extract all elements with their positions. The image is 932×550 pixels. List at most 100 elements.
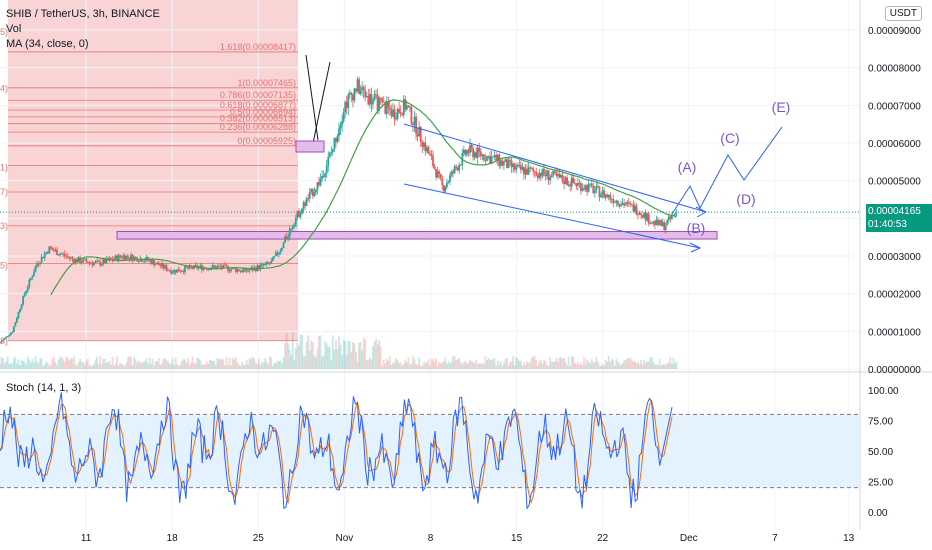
volume-bar: [237, 364, 240, 369]
channel-lower-arrowhead: [689, 242, 702, 253]
candle-body: [42, 256, 45, 259]
price-tick-label: 0.00000000: [868, 365, 921, 376]
candle-body: [261, 263, 263, 265]
volume-bar: [667, 362, 670, 369]
candle-body: [600, 194, 602, 198]
volume-bar: [482, 363, 485, 369]
candle-body: [627, 201, 630, 203]
candle-body: [219, 265, 222, 267]
candle-body: [279, 250, 282, 253]
volume-bar: [331, 335, 334, 369]
price-tick-label: 0.00001000: [868, 327, 921, 338]
volume-bar: [353, 343, 356, 369]
candle-body: [69, 257, 72, 259]
volume-bar: [301, 334, 303, 369]
volume-bar: [103, 358, 106, 369]
volume-bar: [182, 359, 185, 369]
volume-bar: [507, 365, 510, 369]
volume-bar: [424, 361, 427, 369]
candle-body: [610, 199, 613, 200]
candle-body: [310, 188, 313, 193]
volume-bar: [239, 365, 242, 369]
candle-body: [506, 159, 508, 168]
fib-label: 0.5(0.00006694): [230, 107, 296, 117]
volume-bar: [410, 364, 413, 369]
volume-bar: [9, 363, 12, 369]
volume-bar: [241, 361, 243, 369]
candle-body: [379, 97, 382, 99]
candle-body: [0, 341, 3, 343]
volume-bar: [59, 356, 61, 369]
candle-body: [241, 270, 243, 273]
candle-body: [388, 107, 391, 110]
volume-bar: [649, 356, 652, 369]
volume-bar: [356, 361, 359, 369]
volume-bar: [102, 358, 105, 369]
volume-bar: [29, 362, 32, 369]
candle-body: [73, 259, 75, 263]
fibonacci-levels: 1.618(0.00008417) 1(0.00007465) 0.786(0.00…: [0, 27, 331, 346]
fib-label: 0(0.00005925): [237, 136, 296, 146]
candle-body: [464, 149, 467, 155]
candle-body: [130, 254, 132, 260]
volume-bar: [296, 342, 299, 369]
candle-body: [499, 160, 502, 166]
candle-body: [105, 258, 108, 264]
candle-body: [113, 259, 115, 261]
volume-bar: [282, 357, 285, 369]
volume-bar: [419, 365, 422, 369]
candle-body: [274, 252, 277, 256]
candle-body: [449, 175, 451, 182]
candle-body: [294, 217, 297, 225]
volume-bar: [120, 363, 123, 369]
volume-bar: [621, 363, 624, 369]
volume-bar: [592, 361, 595, 369]
volume-bar: [276, 361, 279, 369]
candle-body: [174, 269, 177, 273]
candle-body: [632, 204, 635, 212]
candle-body: [422, 142, 425, 147]
candle-body: [547, 170, 550, 181]
candle-body: [401, 113, 404, 116]
x-tick-label: 11: [81, 533, 92, 544]
candle-body: [257, 265, 260, 270]
volume-bar: [573, 362, 576, 369]
volume-bar: [661, 364, 664, 369]
volume-bar: [663, 363, 666, 369]
candle-body: [558, 174, 561, 178]
volume-bar: [392, 362, 394, 369]
candle-body: [322, 175, 325, 177]
candle-body: [25, 290, 28, 294]
volume-bar: [476, 364, 479, 369]
candle-body: [125, 255, 128, 260]
volume-bar: [444, 356, 447, 369]
volume-bar: [131, 365, 134, 369]
volume-bar: [436, 365, 439, 369]
candle-body: [131, 254, 134, 261]
candle-body: [358, 79, 360, 94]
volume-bar: [655, 363, 658, 369]
candle-body: [228, 270, 231, 272]
candle-body: [674, 213, 676, 215]
candle-body: [473, 152, 476, 158]
volume-bar: [156, 361, 159, 369]
candle-body: [298, 210, 300, 218]
volume-bar: [0, 363, 1, 369]
volume-bar: [37, 363, 40, 369]
candle-body: [385, 101, 388, 114]
currency-badge[interactable]: USDT: [884, 6, 922, 21]
volume-bar: [544, 361, 547, 369]
volume-bar: [204, 364, 206, 369]
volume-bar: [351, 342, 354, 369]
candle-body: [185, 266, 188, 268]
volume-bar: [12, 358, 15, 369]
volume-bar: [401, 365, 404, 369]
volume-bar: [322, 355, 325, 369]
volume-bar: [173, 365, 176, 369]
volume-bar: [134, 358, 137, 369]
volume-bar: [367, 359, 370, 369]
volume-bar: [503, 362, 505, 369]
volume-bar: [333, 349, 336, 369]
volume-bar: [267, 364, 270, 369]
